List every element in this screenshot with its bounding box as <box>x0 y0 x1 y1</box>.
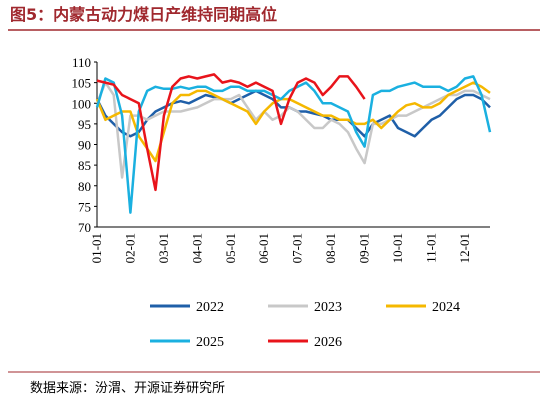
y-tick-label: 90 <box>78 138 91 153</box>
x-tick-label: 02-01 <box>122 233 137 263</box>
x-tick-label: 12-01 <box>457 233 472 263</box>
x-tick-label: 08-01 <box>323 233 338 263</box>
x-tick-label: 07-01 <box>290 233 305 263</box>
y-tick-label: 95 <box>78 117 91 132</box>
legend-label: 2025 <box>196 335 224 350</box>
y-tick-label: 105 <box>72 76 92 91</box>
legend-label: 2022 <box>196 300 224 315</box>
y-tick-label: 80 <box>78 179 91 194</box>
chart-title: 图5：内蒙古动力煤日产维持同期高位 <box>10 5 277 24</box>
legend-label: 2026 <box>314 335 342 350</box>
x-tick-label: 11-01 <box>423 233 438 263</box>
series-line <box>95 75 492 214</box>
legend-label: 2024 <box>432 300 460 315</box>
x-tick-label: 10-01 <box>390 233 405 263</box>
y-tick-label: 100 <box>72 96 92 111</box>
x-tick-label: 09-01 <box>357 233 372 263</box>
series-line <box>96 73 366 192</box>
series-line <box>95 89 491 138</box>
y-tick-label: 75 <box>78 199 91 214</box>
x-tick-label: 04-01 <box>189 233 204 263</box>
x-tick-label: 01-01 <box>89 233 104 263</box>
x-tick-label: 06-01 <box>256 233 271 263</box>
y-tick-label: 110 <box>72 55 91 70</box>
y-tick-label: 85 <box>78 158 91 173</box>
x-tick-label: 05-01 <box>223 233 238 263</box>
legend-label: 2023 <box>314 300 342 315</box>
x-tick-label: 03-01 <box>156 233 171 263</box>
y-tick-label: 70 <box>78 220 91 235</box>
series-line <box>95 81 491 179</box>
source: 数据来源：汾渭、开源证券研究所 <box>30 380 225 396</box>
